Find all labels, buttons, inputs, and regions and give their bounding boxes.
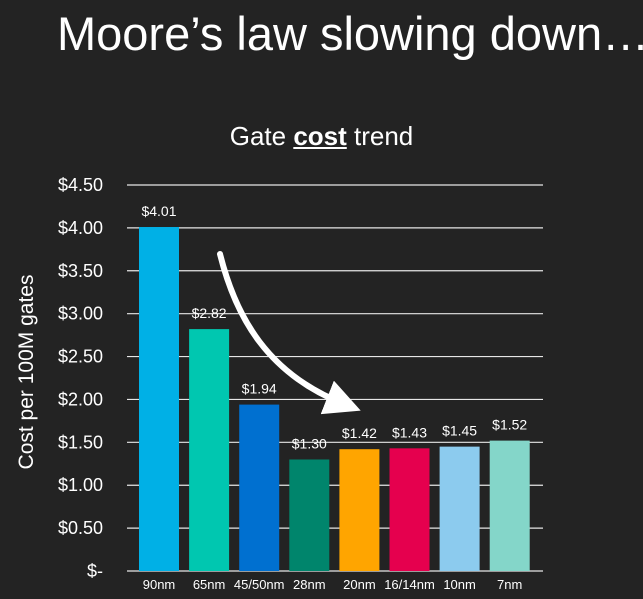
- y-tick-label: $1.50: [58, 432, 103, 452]
- chart-title: Gate cost trend: [0, 120, 643, 152]
- x-tick-label: 7nm: [497, 577, 522, 592]
- chart-title-emphasis: cost: [293, 121, 347, 151]
- bar: [439, 446, 480, 571]
- x-tick-label: 65nm: [193, 577, 226, 592]
- x-tick-label: 90nm: [143, 577, 176, 592]
- y-tick-label: $4.00: [58, 218, 103, 238]
- data-label: $1.94: [242, 381, 277, 397]
- chart-title-suffix: trend: [346, 121, 414, 151]
- data-label: $1.43: [392, 424, 427, 440]
- y-tick-label: $-: [87, 561, 103, 581]
- x-tick-labels: 90nm 65nm 45/50nm 28nm 20nm 16/14nm 10nm 7nm: [143, 577, 523, 592]
- data-label: $4.01: [141, 203, 176, 219]
- data-label: $2.82: [192, 305, 227, 321]
- y-tick-labels: $- $0.50 $1.00 $1.50 $2.00 $2.50 $3.00 $3.50 $4.…: [58, 175, 103, 581]
- y-tick-label: $0.50: [58, 518, 103, 538]
- x-tick-label: 10nm: [443, 577, 476, 592]
- bar: [389, 448, 430, 571]
- bar: [339, 449, 380, 571]
- data-label: $1.42: [342, 425, 377, 441]
- chart-title-prefix: Gate: [229, 121, 294, 151]
- x-tick-label: 45/50nm: [234, 577, 285, 592]
- bar: [189, 329, 230, 571]
- x-tick-label: 20nm: [343, 577, 376, 592]
- trend-arrow: [217, 251, 361, 415]
- bar: [289, 459, 330, 571]
- bar: [489, 440, 530, 571]
- bar: [239, 404, 280, 571]
- slide-title: Moore’s law slowing down…: [57, 7, 643, 60]
- y-tick-label: $2.00: [58, 389, 103, 409]
- y-tick-label: $3.50: [58, 261, 103, 281]
- data-label: $1.52: [492, 417, 527, 433]
- data-label: $1.45: [442, 423, 477, 439]
- bar: [139, 227, 179, 571]
- y-tick-label: $2.50: [58, 347, 103, 367]
- data-labels: $4.01 $2.82 $1.94 $1.30 $1.42 $1.43 $1.45 $1.52: [141, 203, 527, 451]
- x-tick-label: 28nm: [293, 577, 326, 592]
- x-tick-label: 16/14nm: [384, 577, 435, 592]
- y-tick-label: $3.00: [58, 304, 103, 324]
- y-tick-label: $4.50: [58, 175, 103, 195]
- y-tick-label: $1.00: [58, 475, 103, 495]
- bars: [139, 227, 530, 571]
- data-label: $1.30: [292, 435, 327, 451]
